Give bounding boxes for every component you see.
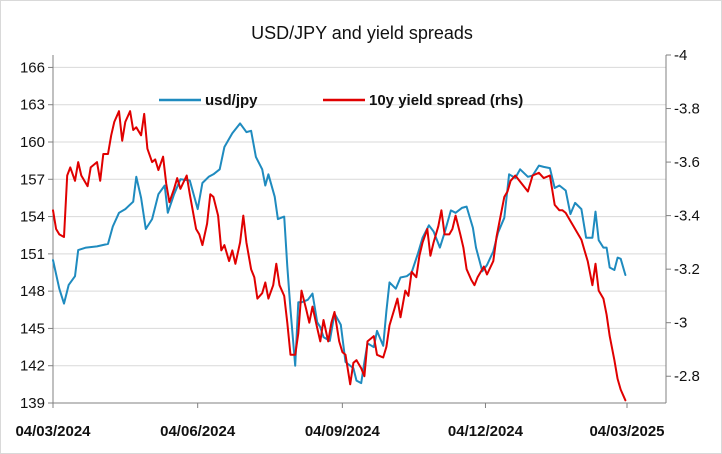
left-tick-label: 148 [20, 283, 45, 300]
yield-spread-line [52, 110, 627, 402]
right-tick-label: -3.2 [674, 261, 700, 278]
left-tick-label: 151 [20, 246, 45, 263]
left-tick-label: 163 [20, 97, 45, 114]
chart-title: USD/JPY and yield spreads [251, 23, 473, 43]
left-tick-label: 142 [20, 358, 45, 375]
gridlines [53, 66, 666, 367]
legend: usd/jpy 10y yield spread (rhs) [159, 92, 523, 109]
axes [52, 55, 667, 404]
legend-label: usd/jpy [205, 92, 258, 109]
left-tick-label: 145 [20, 320, 45, 337]
left-tick-label: 154 [20, 209, 45, 226]
x-tick-label: 04/06/2024 [160, 423, 236, 440]
x-tick-label: 04/12/2024 [448, 423, 524, 440]
right-tick-label: -2.8 [674, 368, 700, 385]
left-tick-label: 160 [20, 134, 45, 151]
left-tick-label: 157 [20, 171, 45, 188]
x-tick-label: 04/03/2025 [589, 423, 664, 440]
x-tick-label: 04/03/2024 [15, 423, 91, 440]
right-axis-ticks: -4 -3.8 -3.6 -3.4 -3.2 -3 -2.8 [666, 47, 700, 385]
legend-label: 10y yield spread (rhs) [369, 92, 523, 109]
right-tick-label: -3 [674, 315, 687, 332]
usdjpy-line [52, 122, 627, 385]
left-tick-label: 139 [20, 395, 45, 412]
series-lines [52, 110, 627, 402]
x-axis-ticks: 04/03/2024 04/06/2024 04/09/2024 04/12/2024… [15, 403, 665, 440]
left-axis-ticks: 139 142 145 148 151 154 157 160 163 166 [20, 59, 53, 412]
x-tick-label: 04/09/2024 [305, 423, 381, 440]
right-tick-label: -3.6 [674, 154, 700, 171]
right-tick-label: -3.8 [674, 101, 700, 118]
right-tick-label: -4 [674, 47, 687, 64]
right-tick-label: -3.4 [674, 208, 700, 225]
left-tick-label: 166 [20, 59, 45, 76]
